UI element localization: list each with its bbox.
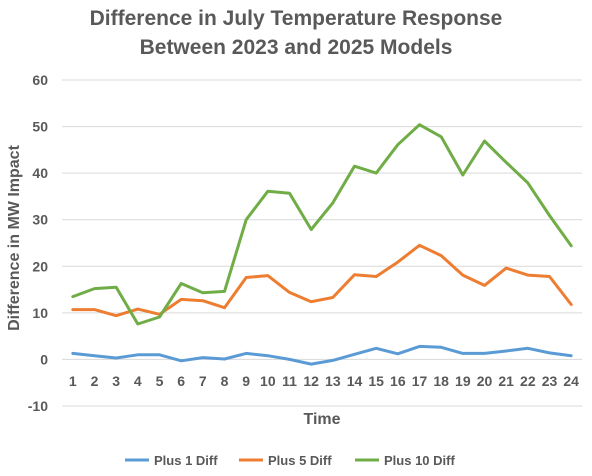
- x-tick-label: 14: [347, 373, 363, 389]
- x-tick-label: 11: [282, 373, 297, 389]
- legend-label: Plus 5 Diff: [268, 453, 332, 468]
- y-tick-label: 20: [32, 258, 48, 274]
- x-tick-label: 9: [242, 373, 250, 389]
- y-tick-label: 0: [40, 351, 48, 367]
- x-tick-label: 6: [177, 373, 185, 389]
- legend-label: Plus 10 Diff: [384, 453, 455, 468]
- x-tick-label: 15: [368, 373, 384, 389]
- x-tick-label: 17: [412, 373, 428, 389]
- y-tick-label: 40: [32, 165, 48, 181]
- x-axis-label: Time: [303, 411, 340, 428]
- x-tick-label: 8: [221, 373, 229, 389]
- y-tick-label: 60: [32, 72, 48, 88]
- x-tick-label: 2: [91, 373, 99, 389]
- y-tick-label: 50: [32, 119, 48, 135]
- chart-title-line-2: Between 2023 and 2025 Models: [139, 36, 453, 59]
- series-line: [71, 123, 573, 326]
- x-tick-label: 12: [303, 373, 319, 389]
- x-tick-label: 20: [477, 373, 493, 389]
- x-tick-label: 24: [563, 373, 579, 389]
- series-line: [71, 344, 573, 366]
- chart-title-line-1: Difference in July Temperature Response: [89, 7, 503, 30]
- y-tick-label: 30: [32, 212, 48, 228]
- x-tick-label: 19: [455, 373, 471, 389]
- y-tick-label: -10: [28, 398, 48, 414]
- x-tick-label: 16: [390, 373, 406, 389]
- x-tick-label: 7: [199, 373, 207, 389]
- series-line: [71, 243, 573, 318]
- x-tick-label: 23: [542, 373, 558, 389]
- x-tick-label: 3: [112, 373, 120, 389]
- x-tick-label: 4: [134, 373, 142, 389]
- x-tick-label: 21: [498, 373, 514, 389]
- x-tick-label: 13: [325, 373, 341, 389]
- x-tick-label: 22: [520, 373, 536, 389]
- legend-label: Plus 1 Diff: [154, 453, 218, 468]
- x-tick-label: 10: [260, 373, 276, 389]
- y-axis-label: Difference in MW Impact: [6, 144, 23, 330]
- x-tick-label: 5: [156, 373, 164, 389]
- x-tick-label: 1: [69, 373, 77, 389]
- x-tick-label: 18: [433, 373, 449, 389]
- y-tick-label: 10: [32, 305, 48, 321]
